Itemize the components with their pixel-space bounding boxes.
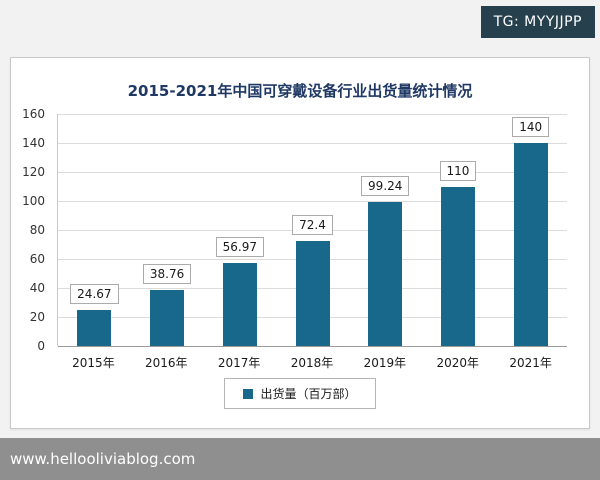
gridline (58, 172, 567, 173)
x-axis-label: 2017年 (217, 356, 261, 370)
bar-column: 140 (494, 114, 567, 346)
legend-box: 出货量（百万部） (224, 378, 376, 409)
tg-badge: TG: MYYJJPP (480, 6, 595, 38)
y-axis: 160 140 120 100 80 60 40 20 0 (11, 107, 51, 353)
bar-column: 38.76 (131, 114, 204, 346)
y-tick-label: 0 (37, 339, 45, 353)
bar-value-label: 72.4 (292, 215, 333, 236)
bar (513, 143, 548, 346)
gridline (58, 201, 567, 202)
x-axis-label: 2019年 (363, 356, 407, 370)
bar-value-label: 24.67 (70, 284, 119, 305)
plot-area: 24.67 38.76 56.97 72.4 99.24 110 140 (57, 114, 567, 347)
legend: 出货量（百万部） (11, 378, 589, 409)
legend-swatch-icon (243, 388, 254, 399)
bar (77, 310, 112, 346)
bar-column: 110 (422, 114, 495, 346)
gridline (58, 114, 567, 115)
bar-value-label: 110 (439, 160, 477, 181)
y-tick-label: 100 (22, 194, 45, 208)
bar-column: 99.24 (349, 114, 422, 346)
y-tick-label: 80 (29, 223, 45, 237)
bar-value-label: 140 (512, 117, 550, 137)
bar (368, 202, 403, 346)
gridline (58, 143, 567, 144)
x-axis-label: 2015年 (72, 356, 115, 370)
bar-column: 56.97 (203, 114, 276, 346)
x-axis-label: 2016年 (145, 356, 188, 370)
y-tick-label: 140 (22, 136, 45, 150)
bar-column: 24.67 (58, 114, 131, 346)
watermark-bar: www.hellooliviablog.com (0, 438, 600, 480)
y-tick-label: 40 (29, 281, 45, 295)
x-axis: 2015年 2016年 2017年 2018年 2019年 2020年 2021年 (57, 354, 567, 371)
bar-value-label: 99.24 (361, 176, 410, 197)
y-tick-label: 120 (22, 165, 45, 179)
x-axis-label: 2020年 (436, 356, 479, 370)
y-tick-label: 60 (29, 252, 45, 266)
bar-value-label: 56.97 (215, 237, 264, 258)
bar (440, 186, 475, 346)
chart-panel: 2015-2021年中国可穿戴设备行业出货量统计情况 160 140 120 100 8… (10, 57, 590, 429)
y-tick-label: 20 (29, 310, 45, 324)
bar (295, 241, 330, 346)
bars: 24.67 38.76 56.97 72.4 99.24 110 140 (58, 114, 567, 346)
x-axis-line (58, 346, 567, 347)
legend-label: 出货量（百万部） (260, 387, 357, 401)
bar (222, 263, 257, 346)
y-tick-label: 160 (22, 107, 45, 121)
x-axis-label: 2021年 (509, 356, 552, 370)
bar-value-label: 38.76 (142, 263, 192, 284)
chart-title: 2015-2021年中国可穿戴设备行业出货量统计情况 (127, 82, 473, 100)
x-axis-label: 2018年 (290, 356, 334, 370)
bar-column: 72.4 (276, 114, 349, 346)
bar (150, 289, 185, 346)
